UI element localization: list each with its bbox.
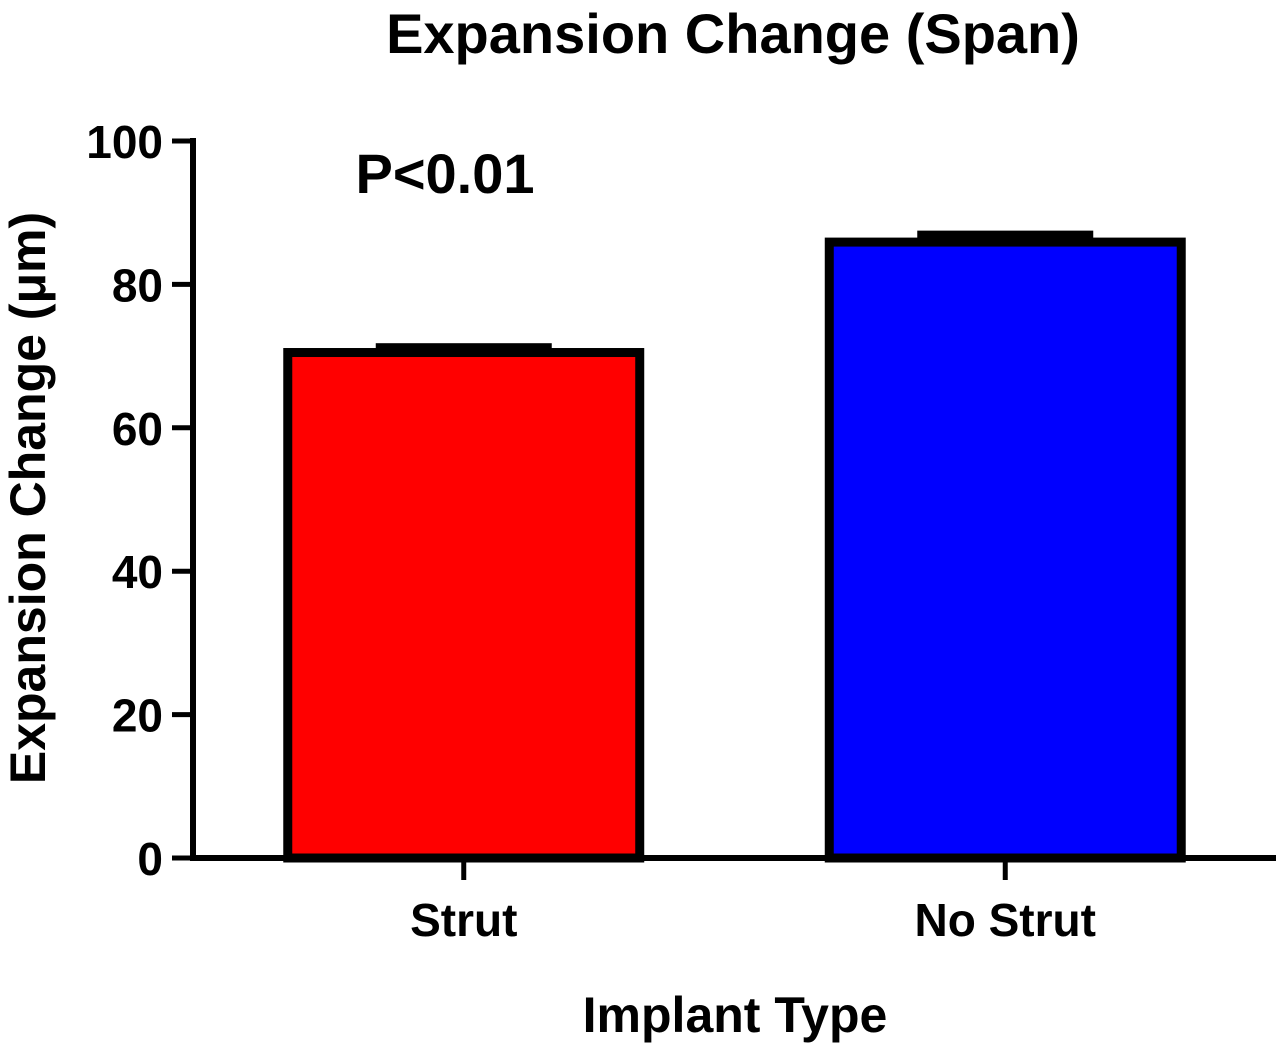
y-tick-label: 20 [112,690,163,742]
bar-strut [283,348,645,863]
x-axis-tick-labels: Strut No Strut [410,858,1096,946]
annotation-p-value: P<0.01 [355,142,534,205]
bar-no-strut [824,237,1186,863]
y-axis-label: Expansion Change (μm) [0,212,56,784]
chart-title: Expansion Change (Span) [386,2,1080,65]
error-bar-no-strut [917,230,1094,243]
x-axis-label: Implant Type [583,987,888,1043]
bars [283,230,1186,863]
y-tick-label: 60 [112,403,163,455]
x-tick-label: Strut [410,894,517,946]
x-tick-label: No Strut [915,894,1096,946]
y-tick-label: 40 [112,546,163,598]
y-tick-label: 0 [137,833,163,885]
y-axis-ticks: 0 20 40 60 80 100 [86,116,193,885]
y-tick-label: 80 [112,259,163,311]
y-tick-label: 100 [86,116,163,168]
error-bar-strut [375,343,552,353]
